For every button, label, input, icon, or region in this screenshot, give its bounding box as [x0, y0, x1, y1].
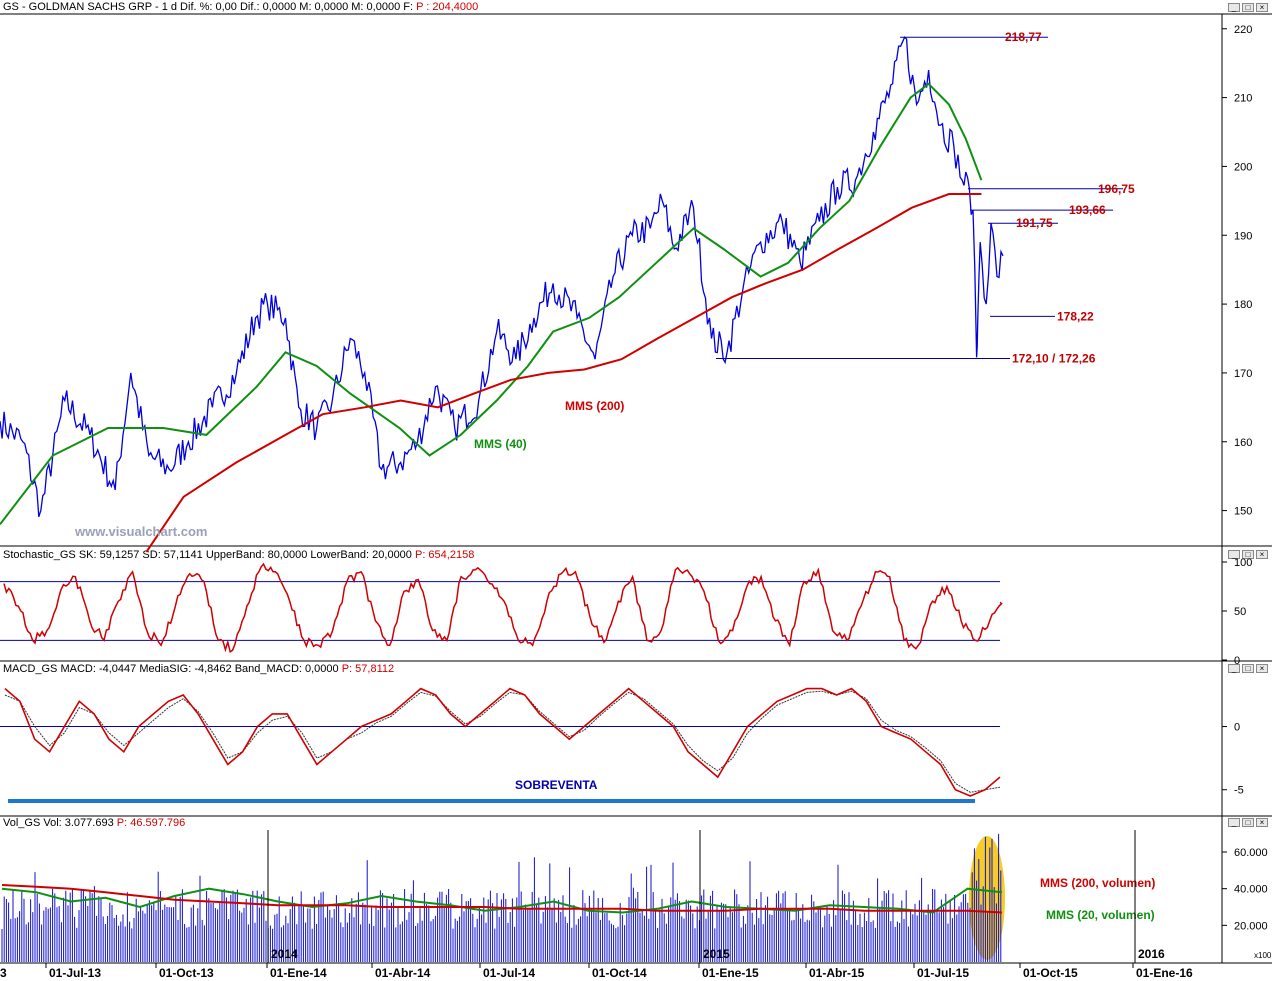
watermark: www.visualchart.com	[74, 524, 207, 539]
macd-panel-title: MACD_GS MACD: -4,0447 MediaSIG: -4,8462 …	[3, 663, 394, 675]
volume-title-text: Vol_GS Vol: 3.077.693	[3, 817, 114, 829]
year-label: 2015	[703, 947, 730, 961]
sma200-label: MMS (200)	[565, 399, 624, 413]
close-icon[interactable]: ×	[1256, 818, 1268, 827]
macd-pval: P: 57,8112	[341, 663, 395, 675]
price-y-tick-label: 180	[1234, 299, 1252, 311]
stoch-y-tick-label: 50	[1234, 606, 1246, 618]
stoch-y-tick-label: 100	[1234, 557, 1252, 569]
x-tick-label: 01-Abr-15	[809, 966, 865, 980]
vol-sma200-line	[1, 884, 1003, 914]
close-icon[interactable]: ×	[1256, 3, 1268, 12]
level-label: 218,77	[1005, 30, 1042, 44]
sma200-line	[145, 193, 982, 553]
macd-panel: -5 0 SOBREVENTA	[0, 687, 1244, 803]
price-pval: P : 204,4000	[416, 1, 479, 13]
sma40-line	[0, 82, 983, 526]
vol-sma200-label: MMS (200, volumen)	[1040, 876, 1155, 890]
macd-title-text: MACD_GS MACD: -4,0447 MediaSIG: -4,8462 …	[3, 663, 339, 675]
level-label: 191,75	[1016, 216, 1053, 230]
volume-pval: P: 46.597.796	[116, 817, 186, 829]
stochastic-panel-title: Stochastic_GS SK: 59,1257 SD: 57,1141 Up…	[3, 549, 474, 561]
year-label: 2016	[1138, 947, 1165, 961]
price-panel-title: GS - GOLDMAN SACHS GRP - 1 d Dif. %: 0,0…	[3, 1, 478, 13]
minimize-icon[interactable]: _	[1228, 550, 1240, 559]
maximize-icon[interactable]: □	[1242, 550, 1254, 559]
stochastic-title-text: Stochastic_GS SK: 59,1257 SD: 57,1141 Up…	[3, 549, 412, 561]
vol-y-tick-label: 40.000	[1234, 884, 1268, 896]
vol-y-tick-label: 20.000	[1234, 920, 1268, 932]
x-tick-label: 01-Ene-14	[270, 966, 327, 980]
level-label: 196,75	[1098, 182, 1135, 196]
price-window-buttons: _ □ ×	[1228, 3, 1268, 12]
x-axis: 01-Jul-13 01-Oct-13 01-Ene-14 01-Abr-14 01-J…	[0, 830, 1193, 980]
minimize-icon[interactable]: _	[1228, 664, 1240, 673]
price-panel: 150 160 170 180 190 200 210 220 MMS (200) MMS (40…	[0, 24, 1252, 553]
level-label: 178,22	[1057, 309, 1094, 323]
x-tick-label-partial: 3	[0, 966, 7, 980]
x-tick-label: 01-Jul-14	[483, 966, 535, 980]
x-tick-label: 01-Ene-15	[702, 966, 759, 980]
macd-signal-line	[4, 690, 1001, 793]
year-label: 2014	[271, 947, 298, 961]
volume-panel-title: Vol_GS Vol: 3.077.693 P: 46.597.796	[3, 817, 185, 829]
level-label: 172,10 / 172,26	[1012, 351, 1096, 365]
macd-y-tick-label: -5	[1234, 785, 1244, 797]
price-title-text: GS - GOLDMAN SACHS GRP - 1 d Dif. %: 0,0…	[3, 1, 414, 13]
close-icon[interactable]: ×	[1256, 664, 1268, 673]
x-tick-label: 01-Oct-14	[592, 966, 647, 980]
x-tick-label: 01-Jul-13	[49, 966, 101, 980]
price-series-line	[0, 36, 1004, 517]
minimize-icon[interactable]: _	[1228, 3, 1240, 12]
maximize-icon[interactable]: □	[1242, 3, 1254, 12]
stoch-y-tick-label: 0	[1234, 655, 1240, 667]
sma40-label: MMS (40)	[474, 437, 527, 451]
stoch-sk-line	[3, 562, 1003, 654]
vol-unit-label: x100	[1254, 951, 1272, 960]
price-y-tick-label: 210	[1234, 93, 1252, 105]
price-y-tick-label: 160	[1234, 437, 1252, 449]
vol-sma20-label: MMS (20, volumen)	[1046, 908, 1155, 922]
panel-frames	[0, 13, 1272, 964]
price-y-tick-label: 220	[1234, 24, 1252, 36]
price-y-tick-label: 190	[1234, 230, 1252, 242]
x-tick-label: 01-Oct-13	[159, 966, 214, 980]
x-tick-label: 01-Abr-14	[375, 966, 431, 980]
close-icon[interactable]: ×	[1256, 550, 1268, 559]
vol-y-tick-label: 60.000	[1234, 847, 1268, 859]
macd-window-buttons: _ □ ×	[1228, 664, 1268, 673]
macd-line	[4, 687, 1001, 797]
x-tick-label: 01-Jul-15	[917, 966, 969, 980]
stochastic-panel: 0 50 100	[0, 557, 1252, 667]
volume-panel: 20.000 40.000 60.000 x100 MMS (200, volumen)…	[1, 833, 1272, 962]
maximize-icon[interactable]: □	[1242, 664, 1254, 673]
price-y-tick-label: 200	[1234, 161, 1252, 173]
x-tick-label: 01-Oct-15	[1023, 966, 1078, 980]
price-y-tick-label: 170	[1234, 368, 1252, 380]
macd-y-tick-label: 0	[1234, 722, 1240, 734]
volume-window-buttons: _ □ ×	[1228, 818, 1268, 827]
stochastic-window-buttons: _ □ ×	[1228, 550, 1268, 559]
maximize-icon[interactable]: □	[1242, 818, 1254, 827]
x-tick-label: 01-Ene-16	[1136, 966, 1193, 980]
sobreventa-label: SOBREVENTA	[515, 778, 598, 792]
level-label: 193,66	[1069, 203, 1106, 217]
price-y-tick-label: 150	[1234, 506, 1252, 518]
stochastic-pval: P: 654,2158	[414, 549, 475, 561]
minimize-icon[interactable]: _	[1228, 818, 1240, 827]
